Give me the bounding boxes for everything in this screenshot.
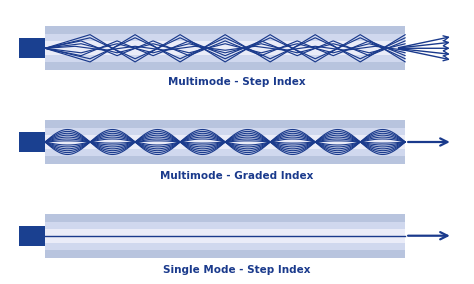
Bar [19, 38, 45, 58]
Bar [45, 120, 405, 164]
Bar [19, 226, 45, 246]
Bar [45, 135, 405, 149]
Text: Multimode - Graded Index: Multimode - Graded Index [160, 171, 314, 181]
Bar [45, 229, 405, 243]
Text: Multimode - Step Index: Multimode - Step Index [168, 78, 306, 87]
Bar [45, 222, 405, 250]
Text: Single Mode - Step Index: Single Mode - Step Index [163, 265, 311, 275]
Bar [19, 132, 45, 152]
Bar [45, 214, 405, 258]
Bar [45, 128, 405, 156]
Bar [45, 41, 405, 55]
Bar [45, 26, 405, 70]
Bar [45, 34, 405, 62]
